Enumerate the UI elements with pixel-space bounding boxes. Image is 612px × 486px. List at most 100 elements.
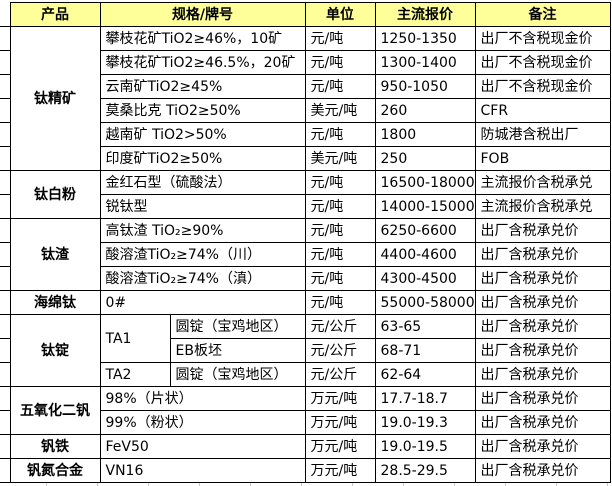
cell-product-group: 钒铁 <box>9 434 101 459</box>
gridline-sliver <box>0 74 10 99</box>
cell-note: 出厂含税承兑价 <box>474 338 611 363</box>
table-row: 印度矿TiO2≥50% 美元/吨 250 FOB <box>0 146 611 171</box>
gridline-sliver <box>0 338 10 363</box>
cell-note: 出厂含税承兑价 <box>474 386 611 411</box>
cell-spec: FeV50 <box>99 434 306 459</box>
cell-product-group: 钛渣 <box>9 218 101 291</box>
cell-unit: 元/吨 <box>304 50 376 75</box>
column-header-product: 产品 <box>9 2 101 27</box>
cell-note: 出厂含税承兑价 <box>474 290 611 315</box>
cell-unit: 元/吨 <box>304 26 376 51</box>
gridline-sliver <box>0 266 10 291</box>
cell-note: FOB <box>474 146 611 171</box>
cell-price: 55000-58000 <box>374 290 476 315</box>
gridline-sliver <box>0 434 10 459</box>
cell-price: 1250-1350 <box>374 26 476 51</box>
cell-unit: 万元/吨 <box>304 458 376 483</box>
cell-unit: 元/吨 <box>304 266 376 291</box>
cell-unit: 万元/吨 <box>304 410 376 435</box>
cell-price: 17.7-18.7 <box>374 386 476 411</box>
cell-note: 出厂不含税现金价 <box>474 74 611 99</box>
table-row: TA2 圆锭（宝鸡地区） 元/公斤 62-64 出厂含税承兑价 <box>0 362 611 387</box>
cell-spec: 云南矿TiO2≥45% <box>99 74 306 99</box>
table-row: 攀枝花矿TiO2≥46.5%，20矿 元/吨 1300-1400 出厂不含税现金… <box>0 50 611 75</box>
gridline-sliver <box>0 362 10 387</box>
cell-note: 出厂含税承兑价 <box>474 314 611 339</box>
cell-spec: 0# <box>99 290 306 315</box>
gridline-sliver <box>0 146 10 171</box>
cell-price: 16500-18000 <box>374 170 476 195</box>
cell-grade: TA2 <box>99 362 171 387</box>
cell-unit: 万元/吨 <box>304 434 376 459</box>
cell-spec: 酸溶渣TiO₂≥74%（滇） <box>99 266 306 291</box>
column-header-price: 主流报价 <box>374 2 476 27</box>
cell-note: 主流报价含税承兑 <box>474 170 611 195</box>
cell-spec: VN16 <box>99 458 306 483</box>
cell-spec: 越南矿 TiO2>50% <box>99 122 306 147</box>
table-row: 海绵钛 0# 元/吨 55000-58000 出厂含税承兑价 <box>0 290 611 315</box>
cell-price: 4300-4500 <box>374 266 476 291</box>
cell-price: 950-1050 <box>374 74 476 99</box>
cell-form: 圆锭（宝鸡地区） <box>169 314 306 339</box>
cell-form: EB板坯 <box>169 338 306 363</box>
cell-spec: 印度矿TiO2≥50% <box>99 146 306 171</box>
column-header-spec: 规格/牌号 <box>99 2 306 27</box>
cell-price: 6250-6600 <box>374 218 476 243</box>
excel-gridlines <box>0 483 612 486</box>
cell-product-group: 五氧化二钒 <box>9 386 101 435</box>
table-row: 钛精矿 攀枝花矿TiO2≥46%，10矿 元/吨 1250-1350 出厂不含税… <box>0 26 611 171</box>
gridline-sliver <box>0 122 10 147</box>
cell-note: 出厂含税承兑价 <box>474 242 611 267</box>
table-row: 钒铁 FeV50 万元/吨 19.0-19.5 出厂含税承兑价 <box>0 434 611 459</box>
table-row: 钛锭 TA1 圆锭（宝鸡地区） 元/公斤 63-65 出厂含税承兑价 <box>0 314 611 387</box>
cell-unit: 元/吨 <box>304 170 376 195</box>
cell-spec: 高钛渣 TiO₂≥90% <box>99 218 306 243</box>
table-row: 莫桑比克 TiO2≥50% 美元/吨 260 CFR <box>0 98 611 123</box>
cell-product-group: 钛精矿 <box>9 26 101 171</box>
table-row: 五氧化二钒 98%（片状） 万元/吨 17.7-18.7 出厂含税承兑价 <box>0 386 611 435</box>
gridline-sliver <box>0 314 10 339</box>
cell-unit: 元/吨 <box>304 122 376 147</box>
gridline-sliver <box>0 218 10 243</box>
cell-unit: 元/吨 <box>304 242 376 267</box>
column-header-note: 备注 <box>474 2 611 27</box>
cell-note: 出厂含税承兑价 <box>474 410 611 435</box>
cell-product-group: 钛锭 <box>9 314 101 387</box>
cell-price: 250 <box>374 146 476 171</box>
cell-unit: 元/吨 <box>304 194 376 219</box>
cell-unit: 元/吨 <box>304 290 376 315</box>
cell-spec: 金红石型（硫酸法） <box>99 170 306 195</box>
cell-spec: 99%（粉状） <box>99 410 306 435</box>
cell-note: 出厂含税承兑价 <box>474 458 611 483</box>
gridline-sliver <box>0 194 10 219</box>
cell-unit: 元/吨 <box>304 218 376 243</box>
cell-note: 出厂含税承兑价 <box>474 218 611 243</box>
cell-spec: 锐钛型 <box>99 194 306 219</box>
cell-note: 主流报价含税承兑 <box>474 194 611 219</box>
cell-price: 1300-1400 <box>374 50 476 75</box>
cell-product-group: 钛白粉 <box>9 170 101 219</box>
cell-price: 1800 <box>374 122 476 147</box>
cell-note: 出厂含税承兑价 <box>474 362 611 387</box>
cell-unit: 美元/吨 <box>304 146 376 171</box>
cell-note: 出厂含税承兑价 <box>474 266 611 291</box>
table-row: 钒氮合金 VN16 万元/吨 28.5-29.5 出厂含税承兑价 <box>0 458 611 483</box>
cell-price: 68-71 <box>374 338 476 363</box>
gridline-sliver <box>0 26 10 51</box>
cell-spec: 攀枝花矿TiO2≥46.5%，20矿 <box>99 50 306 75</box>
gridline-sliver <box>0 290 10 315</box>
table-row: 钛渣 高钛渣 TiO₂≥90% 元/吨 6250-6600 出厂含税承兑价 <box>0 218 611 291</box>
cell-unit: 元/公斤 <box>304 314 376 339</box>
cell-unit: 万元/吨 <box>304 386 376 411</box>
table-row: 越南矿 TiO2>50% 元/吨 1800 防城港含税出厂 <box>0 122 611 147</box>
gridline-sliver <box>0 386 10 411</box>
header-row: 产品 规格/牌号 单位 主流报价 备注 <box>0 2 611 27</box>
cell-price: 19.0-19.5 <box>374 434 476 459</box>
cell-spec: 攀枝花矿TiO2≥46%，10矿 <box>99 26 306 51</box>
cell-note: 出厂含税承兑价 <box>474 434 611 459</box>
gridline-sliver <box>0 410 10 435</box>
cell-price: 260 <box>374 98 476 123</box>
cell-spec: 98%（片状） <box>99 386 306 411</box>
cell-unit: 元/公斤 <box>304 362 376 387</box>
